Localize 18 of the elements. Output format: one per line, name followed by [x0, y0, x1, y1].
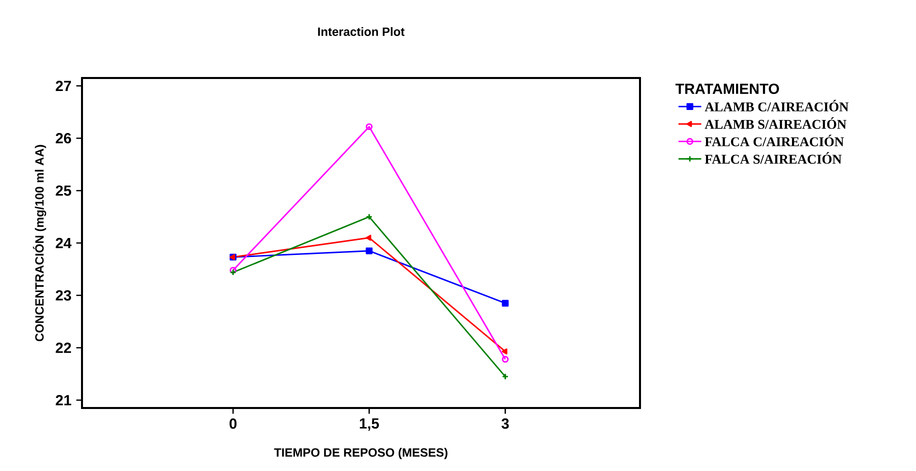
x-tick-label: 1,5	[360, 418, 379, 431]
legend-label: ALAMB S/AIREACIÓN	[704, 117, 846, 129]
x-tick-label: 3	[502, 418, 509, 429]
legend-label: FALCA S/AIREACIÓN	[704, 152, 842, 164]
y-tick-label: 26	[56, 133, 72, 144]
chart-title: Interaction Plot	[318, 27, 405, 36]
legend-label: FALCA C/AIREACIÓN	[704, 134, 844, 146]
y-tick-label: 27	[56, 80, 71, 91]
legend-title: TRATAMIENTO	[675, 84, 779, 94]
y-tick-label: 23	[56, 290, 72, 301]
y-tick-label: 24	[56, 238, 72, 248]
y-axis-title: CONCENTRACIÓN (mg/100 ml AA)	[32, 144, 46, 342]
x-axis-title: TIEMPO DE REPOSO (MESES)	[274, 448, 448, 460]
legend-label: ALAMB C/AIREACIÓN	[704, 100, 849, 112]
x-tick-label: 0	[230, 418, 237, 429]
y-tick-label: 25	[56, 185, 72, 196]
y-tick-label: 22	[56, 342, 72, 353]
y-tick-label: 21	[56, 395, 72, 406]
